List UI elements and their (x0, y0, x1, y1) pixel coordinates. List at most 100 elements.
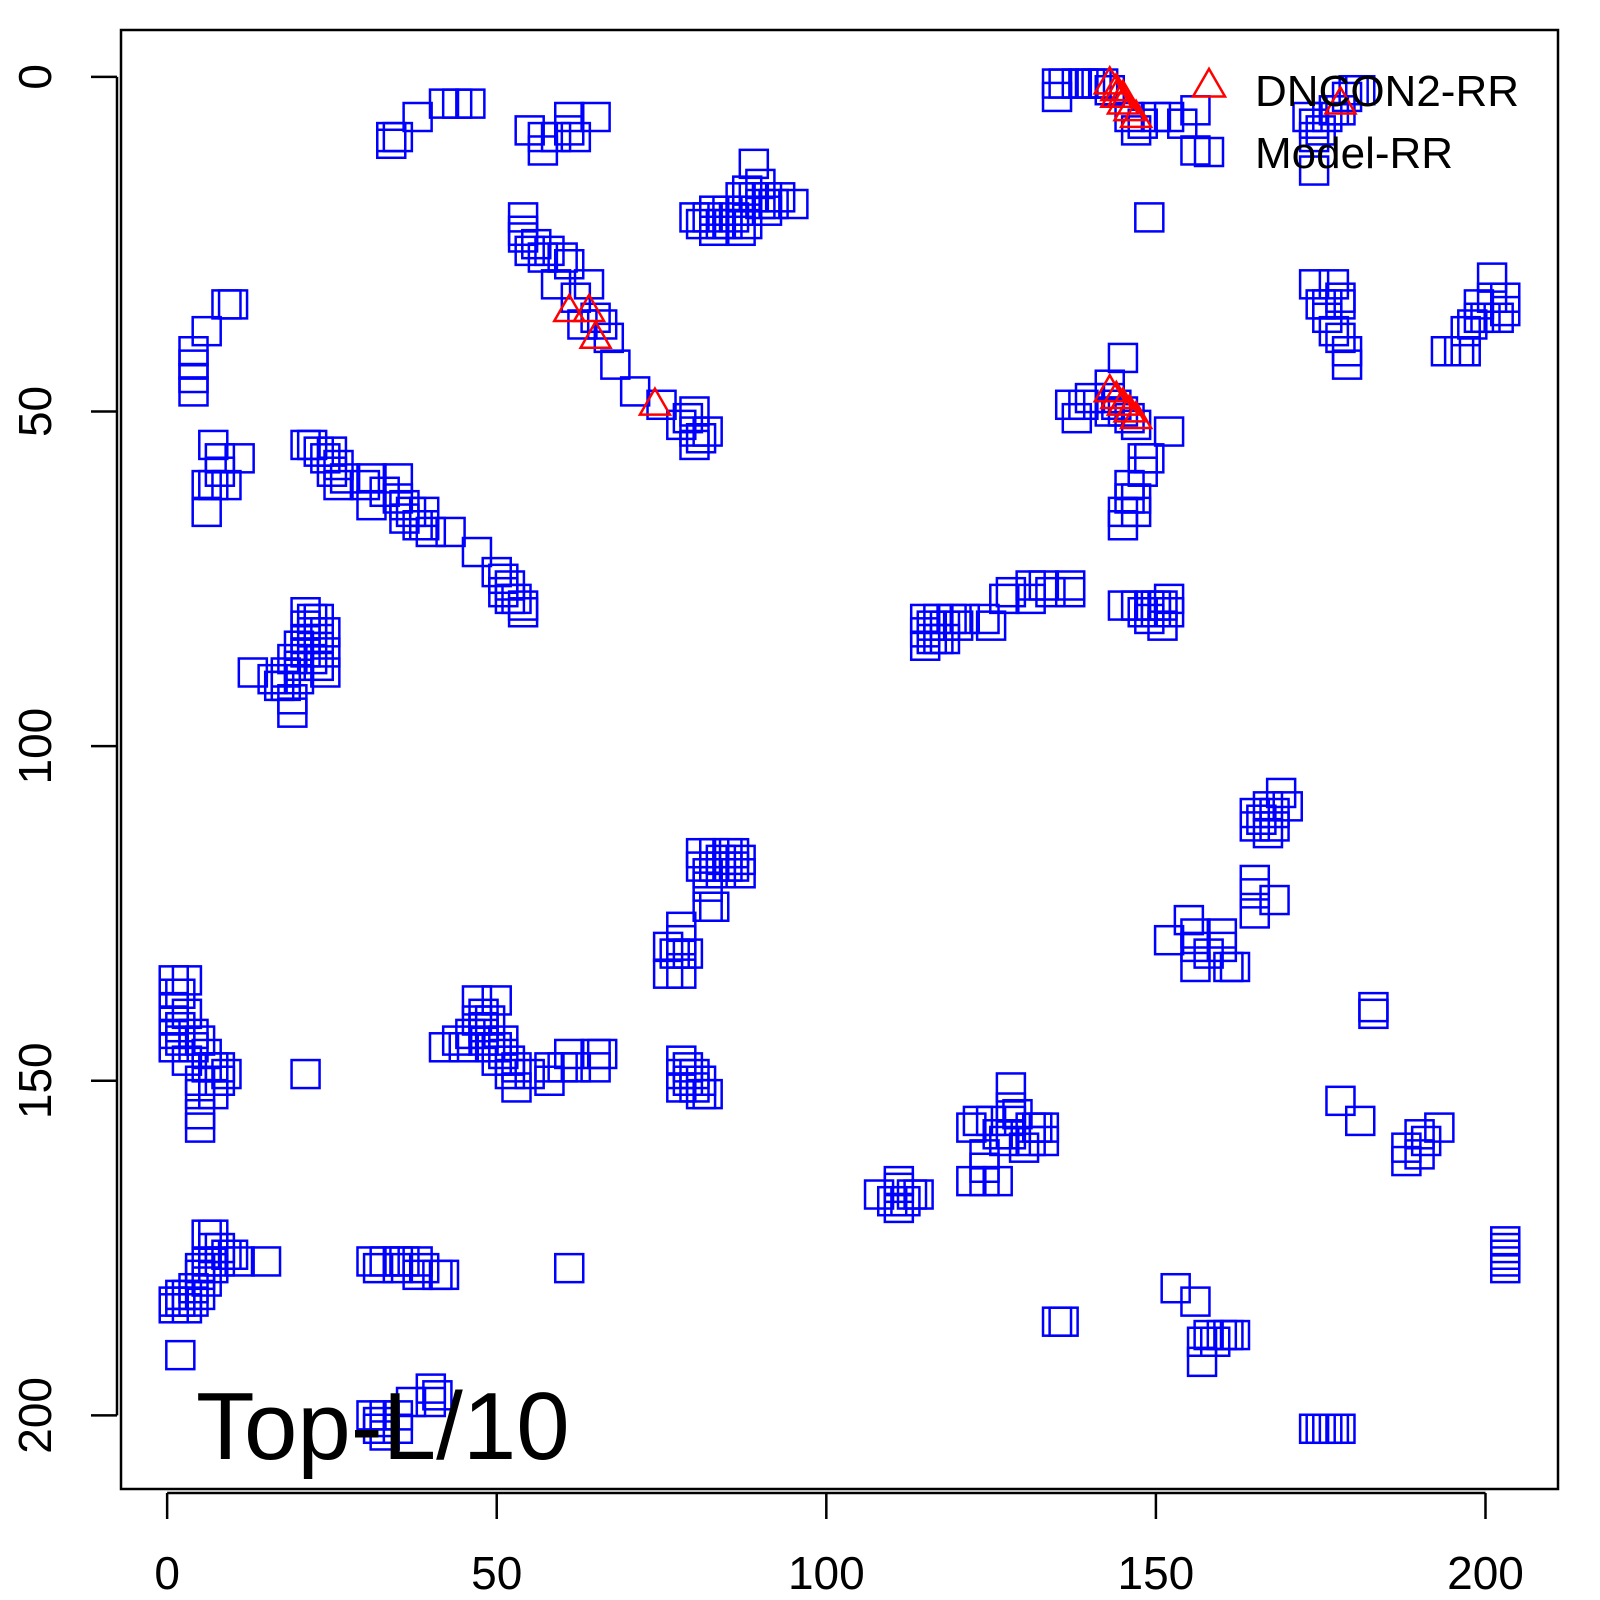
legend-label-model-rr: Model-RR (1255, 129, 1453, 178)
model-rr-point (323, 469, 354, 501)
model-rr-point (422, 1380, 453, 1411)
model-rr-point (975, 610, 1007, 641)
legend: DNCON2-RR Model-RR (1190, 66, 1519, 178)
model-rr-point (1134, 443, 1165, 474)
model-rr-point (369, 1420, 400, 1451)
x-tick-label: 200 (1447, 1547, 1524, 1599)
model-rr-point (468, 1018, 499, 1050)
series-model-rr (158, 68, 1521, 1451)
model-rr-point (778, 188, 809, 220)
model-rr-point (165, 1286, 196, 1317)
model-rr-point (184, 1112, 216, 1143)
model-rr-point (382, 121, 414, 153)
top-l-annotation: Top-L/10 (196, 1373, 570, 1480)
legend-label-dncon2-rr: DNCON2-RR (1255, 67, 1519, 116)
model-rr-point (1153, 416, 1185, 447)
model-rr-point (903, 1179, 934, 1210)
x-tick-label: 0 (154, 1547, 180, 1599)
model-rr-point (224, 443, 255, 474)
model-rr-point (211, 289, 242, 320)
model-rr-point (1068, 389, 1099, 421)
dncon2-rr-point (1118, 399, 1154, 430)
model-rr-point (461, 536, 493, 568)
model-rr-point (692, 1078, 723, 1110)
dncon2-rr-point (578, 319, 613, 349)
model-rr-point (1028, 570, 1060, 601)
model-rr-point (1219, 951, 1251, 983)
model-rr-point (982, 1165, 1013, 1197)
model-rr-point (224, 1246, 255, 1277)
y-tick-label: 0 (9, 64, 61, 90)
model-rr-point (178, 376, 209, 407)
model-rr-point (428, 1259, 460, 1291)
model-rr-point (1074, 382, 1106, 414)
model-rr-point (1331, 349, 1363, 380)
model-rr-point (1239, 878, 1271, 909)
model-rr-point (1272, 791, 1303, 822)
y-tick-label: 200 (9, 1377, 61, 1454)
model-rr-point (362, 1252, 394, 1284)
model-rr-point (560, 121, 592, 153)
model-rr-point (995, 576, 1027, 608)
dncon2-rr-point (1099, 379, 1134, 410)
model-rr-point (415, 516, 447, 548)
model-rr-point (619, 376, 651, 407)
model-rr-point (942, 610, 974, 641)
model-rr-point (415, 1386, 447, 1418)
y-tick-label: 50 (9, 386, 61, 437)
model-rr-point (376, 128, 407, 160)
model-rr-point (514, 1058, 545, 1090)
model-rr-point (1325, 1413, 1356, 1445)
model-rr-point (198, 1078, 229, 1110)
model-rr-point (1358, 998, 1389, 1030)
dncon2-rr-point (571, 292, 607, 323)
legend-triangle-marker (1190, 66, 1228, 98)
model-rr-point (455, 88, 486, 119)
model-rr-point (600, 349, 631, 380)
dncon2-rr-point (1112, 91, 1147, 122)
model-rr-point (553, 1252, 585, 1284)
model-rr-point (1490, 1252, 1521, 1284)
model-rr-point (310, 617, 341, 648)
dncon2-rr-point (637, 386, 673, 416)
dncon2-rr-point (1323, 85, 1358, 115)
x-axis: 0 50 100 150 200 (154, 1491, 1524, 1599)
model-rr-point (1424, 1112, 1455, 1143)
dncon2-rr-point (1105, 85, 1141, 115)
model-rr-point (725, 858, 756, 889)
model-rr-point (507, 597, 539, 628)
model-rr-point (1180, 1286, 1211, 1317)
model-rr-point (758, 188, 789, 220)
model-rr-point (408, 510, 440, 541)
model-rr-point (1054, 576, 1086, 608)
model-rr-point (580, 101, 611, 133)
model-rr-point (310, 637, 341, 668)
legend-square-marker (1193, 136, 1225, 168)
model-rr-point (191, 315, 222, 347)
model-rr-point (1259, 884, 1290, 916)
model-rr-point (165, 1339, 196, 1371)
model-rr-point (290, 1058, 321, 1090)
model-rr-point (692, 416, 723, 447)
model-rr-point (738, 148, 770, 180)
plot-frame (119, 28, 1560, 1491)
model-rr-point (165, 978, 196, 1009)
model-rr-point (191, 496, 222, 528)
model-rr-point (1120, 496, 1152, 528)
model-rr-point (198, 1252, 229, 1284)
model-rr-point (488, 1025, 519, 1056)
model-rr-point (1041, 1306, 1073, 1337)
model-rr-point (310, 657, 341, 688)
model-rr-point (1358, 991, 1389, 1023)
model-rr-point (949, 603, 980, 635)
model-rr-point (1344, 74, 1376, 106)
model-rr-point (1153, 583, 1185, 615)
model-rr-point (553, 101, 585, 133)
series-dncon2-rr (552, 64, 1358, 430)
model-rr-point (692, 891, 723, 922)
model-rr-point (1219, 1319, 1251, 1351)
model-rr-point (1028, 1125, 1060, 1157)
model-rr-point (435, 516, 466, 548)
model-rr-point (672, 938, 704, 969)
